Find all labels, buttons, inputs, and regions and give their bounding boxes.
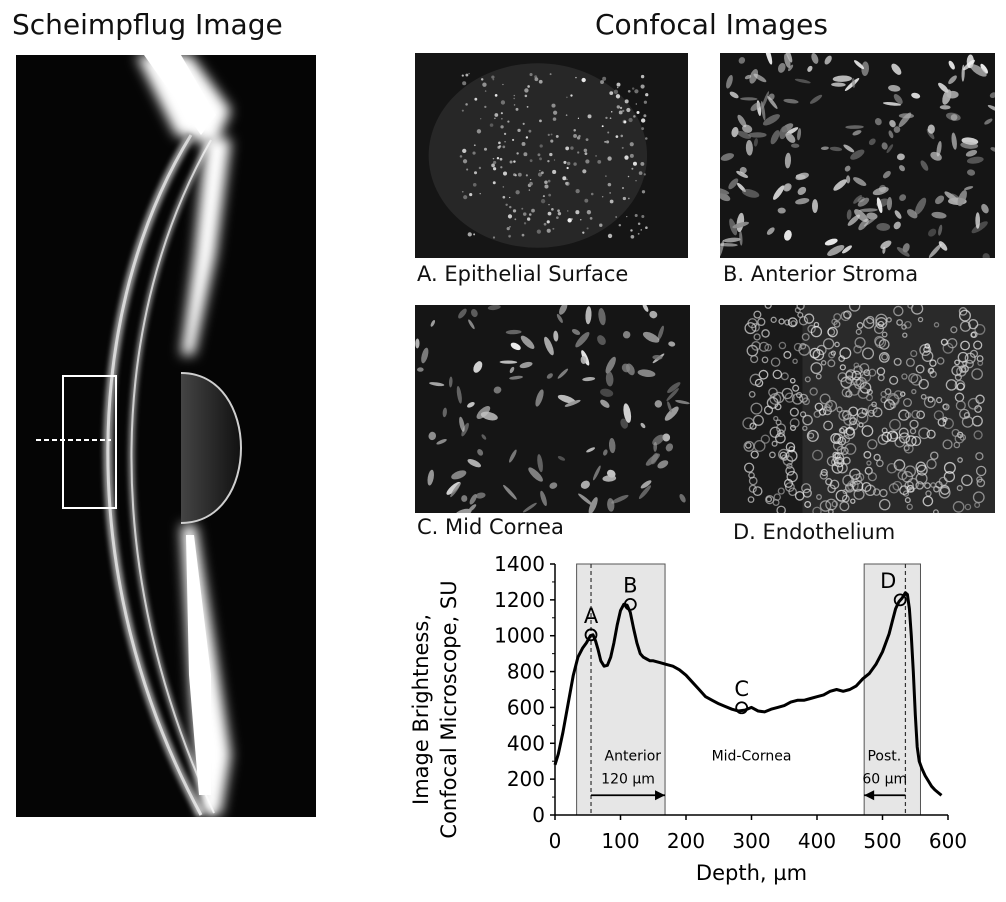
shaded-regions bbox=[576, 563, 921, 816]
span-arrowhead-0 bbox=[655, 790, 666, 801]
y-tick-label: 1000 bbox=[494, 624, 545, 648]
caption-c: C. Mid Cornea bbox=[417, 515, 564, 539]
y-tick-label: 200 bbox=[507, 767, 545, 791]
scheimpflug-title: Scheimpflug Image bbox=[12, 8, 283, 41]
chart-labels: Anterior 120 µm Post. 60 µm Mid-Cornea bbox=[591, 748, 907, 801]
brightness-chart: 0 200 400 600 800 1000 1200 1400 0 100 200 300 400 50… bbox=[409, 552, 967, 885]
confocal-image-c bbox=[415, 305, 690, 513]
region-label-0: Anterior bbox=[605, 748, 662, 764]
span-arrowhead-1 bbox=[864, 790, 875, 801]
region-label-1: Post. bbox=[867, 748, 901, 764]
x-tick-label: 500 bbox=[863, 829, 901, 853]
shaded-region-1 bbox=[863, 563, 921, 816]
confocal-image-d bbox=[720, 305, 995, 513]
caption-b: B. Anterior Stroma bbox=[723, 262, 919, 286]
y-tick-label: 0 bbox=[532, 803, 545, 827]
scheimpflug-drawing bbox=[36, 55, 242, 817]
marker-b bbox=[623, 597, 637, 611]
marker-c bbox=[735, 701, 749, 715]
y-tick-label: 600 bbox=[507, 695, 545, 719]
marker-label-a: A bbox=[584, 604, 599, 628]
brightness-series bbox=[553, 591, 943, 797]
marker-a bbox=[584, 628, 598, 642]
brightness-line bbox=[553, 591, 943, 797]
confocal-title: Confocal Images bbox=[595, 8, 828, 41]
x-tick-label: 600 bbox=[929, 829, 967, 853]
scheimpflug-image bbox=[16, 55, 316, 817]
shaded-region-0 bbox=[576, 563, 666, 816]
confocal-texture-d bbox=[720, 305, 995, 513]
mid-cornea-label: Mid-Cornea bbox=[712, 748, 792, 764]
marker-label-c: C bbox=[734, 677, 749, 701]
marker-d bbox=[893, 593, 907, 607]
caption-d: D. Endothelium bbox=[733, 520, 896, 544]
x-tick-label: 200 bbox=[667, 829, 705, 853]
confocal-texture-a bbox=[415, 53, 688, 258]
x-tick-label: 100 bbox=[601, 829, 639, 853]
y-axis-label-line: Confocal Microscope, SU bbox=[437, 580, 461, 838]
y-tick-label: 400 bbox=[507, 731, 545, 755]
x-tick-label: 0 bbox=[549, 829, 562, 853]
confocal-image-a bbox=[415, 53, 688, 258]
selection-rectangle bbox=[62, 375, 117, 509]
span-label-1: 60 µm bbox=[862, 771, 907, 787]
y-tick-label: 1200 bbox=[494, 588, 545, 612]
caption-a: A. Epithelial Surface bbox=[417, 262, 629, 286]
y-tick-label: 1400 bbox=[494, 552, 545, 576]
confocal-texture-b bbox=[720, 53, 995, 258]
marker-label-d: D bbox=[880, 569, 896, 593]
confocal-texture-c bbox=[415, 305, 690, 513]
x-tick-label: 400 bbox=[798, 829, 836, 853]
confocal-image-b bbox=[720, 53, 995, 258]
marker-label-b: B bbox=[623, 573, 637, 597]
y-tick-label: 800 bbox=[507, 660, 545, 684]
x-tick-label: 300 bbox=[732, 829, 770, 853]
x-axis-label: Depth, µm bbox=[696, 861, 807, 885]
chart-markers: AB C D bbox=[584, 569, 907, 715]
span-label-0: 120 µm bbox=[601, 771, 655, 787]
y-axis-label-line: Image Brightness, bbox=[409, 614, 433, 805]
chart-axes: 0 200 400 600 800 1000 1200 1400 0 100 200 300 400 50… bbox=[409, 552, 967, 885]
